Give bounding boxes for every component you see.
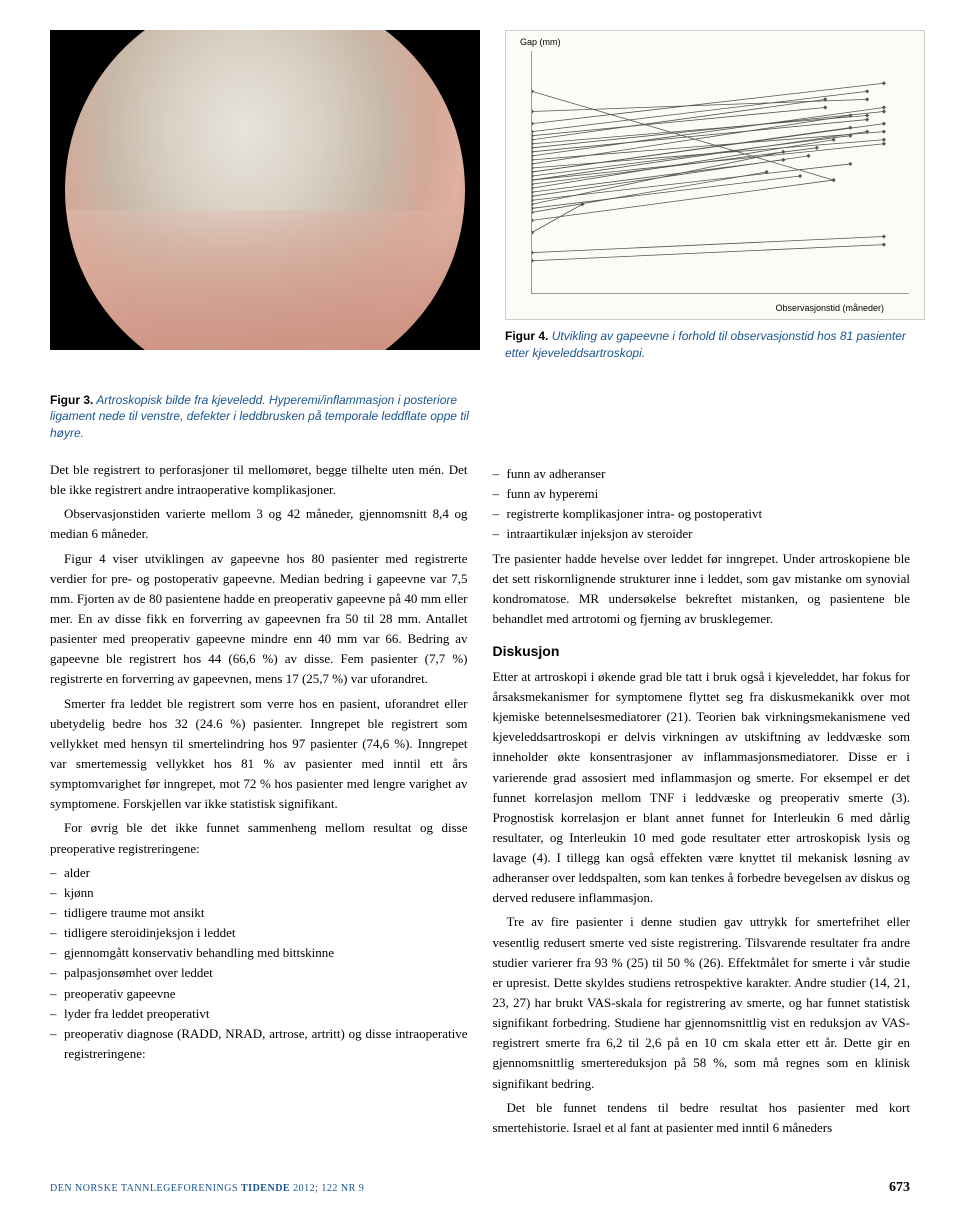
list-item: alder bbox=[50, 863, 468, 883]
left-column: Det ble registrert to perforasjoner til … bbox=[50, 460, 468, 1142]
body-text: Det ble funnet tendens til bedre resulta… bbox=[493, 1098, 911, 1138]
body-text: Det ble registrert to perforasjoner til … bbox=[50, 460, 468, 500]
list-item: tidligere steroidinjeksjon i leddet bbox=[50, 923, 468, 943]
list-item: preoperativ diagnose (RADD, NRAD, artros… bbox=[50, 1024, 468, 1064]
right-column: funn av adheranserfunn av hyperemiregist… bbox=[493, 460, 911, 1142]
page-footer: DEN NORSKE TANNLEGEFORENINGS TIDENDE 201… bbox=[50, 1172, 910, 1196]
list-item: registrerte komplikasjoner intra- og pos… bbox=[493, 504, 911, 524]
intraop-list: funn av adheranserfunn av hyperemiregist… bbox=[493, 464, 911, 545]
list-item: gjennomgått konservativ behandling med b… bbox=[50, 943, 468, 963]
figure3-image bbox=[50, 30, 480, 350]
section-heading: Diskusjon bbox=[493, 641, 911, 663]
body-text: Tre pasienter hadde hevelse over leddet … bbox=[493, 549, 911, 630]
body-text: For øvrig ble det ikke funnet sammenheng… bbox=[50, 818, 468, 858]
list-item: funn av adheranser bbox=[493, 464, 911, 484]
figure3-caption: Figur 3. Artroskopisk bilde fra kjeveled… bbox=[50, 392, 480, 442]
list-item: kjønn bbox=[50, 883, 468, 903]
list-item: palpasjonsømhet over leddet bbox=[50, 963, 468, 983]
list-item: funn av hyperemi bbox=[493, 484, 911, 504]
list-item: intraartikulær injeksjon av steroider bbox=[493, 524, 911, 544]
page-number: 673 bbox=[889, 1180, 910, 1196]
chart-ylabel: Gap (mm) bbox=[520, 37, 561, 47]
figure4-chart: Gap (mm) Observasjonstid (måneder) bbox=[505, 30, 925, 320]
body-text: Etter at artroskopi i økende grad ble ta… bbox=[493, 667, 911, 909]
list-item: preoperativ gapeevne bbox=[50, 984, 468, 1004]
body-text: Observasjonstiden varierte mellom 3 og 4… bbox=[50, 504, 468, 544]
chart-xlabel: Observasjonstid (måneder) bbox=[775, 303, 884, 313]
list-item: lyder fra leddet preoperativt bbox=[50, 1004, 468, 1024]
journal-reference: DEN NORSKE TANNLEGEFORENINGS TIDENDE 201… bbox=[50, 1183, 364, 1194]
body-text: Smerter fra leddet ble registrert som ve… bbox=[50, 694, 468, 815]
list-item: tidligere traume mot ansikt bbox=[50, 903, 468, 923]
body-text: Figur 4 viser utviklingen av gapeevne ho… bbox=[50, 549, 468, 690]
body-text: Tre av fire pasienter i denne studien ga… bbox=[493, 912, 911, 1093]
preop-list: alderkjønntidligere traume mot ansikttid… bbox=[50, 863, 468, 1064]
figure4-caption: Figur 4. Utvikling av gapeevne i forhold… bbox=[505, 328, 925, 362]
